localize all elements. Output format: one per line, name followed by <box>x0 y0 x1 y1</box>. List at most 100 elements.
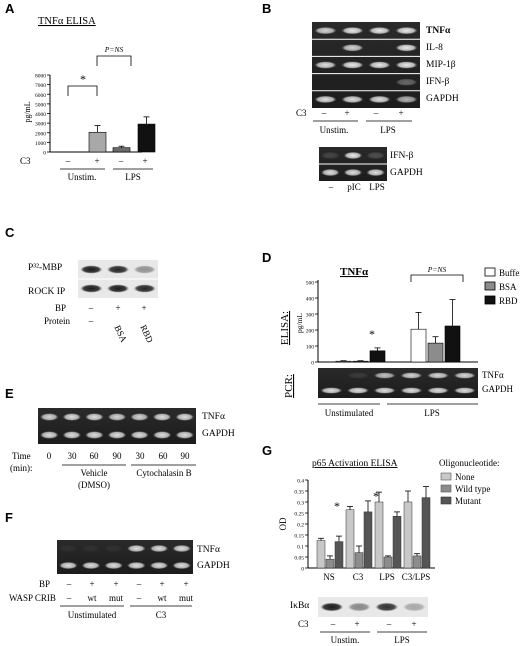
panel-c-bp-label: BP <box>55 303 66 313</box>
panel-g-group-label: LPS <box>394 635 410 645</box>
panel-c-gel-label: ROCK IP <box>28 287 65 297</box>
gel-band <box>400 387 423 394</box>
panel-e-group2: Cytochalasin B <box>136 468 191 478</box>
gel-band <box>341 95 364 104</box>
panel-b-gel-label: GAPDH <box>426 94 459 104</box>
panel-d: D TNFα ELISA: pg/mL 0 100 200 300 400 500 * P… <box>262 250 520 418</box>
gel-band <box>133 265 156 274</box>
gel-band <box>149 544 169 553</box>
gel-band <box>175 413 195 421</box>
y-tick-label: 0.4 <box>297 479 304 485</box>
panel-g-group-label: Unstim. <box>331 635 360 645</box>
gel-band <box>80 265 103 274</box>
panel-b-c3-mark: + <box>344 108 349 118</box>
gel-band <box>106 265 130 274</box>
panel-a-yaxis-ticks: 0 1000 2000 3000 4000 5000 6000 7000 8000 <box>35 74 50 157</box>
gel-band <box>426 387 450 394</box>
bp-mark: – <box>66 579 72 589</box>
gel-band <box>172 544 192 553</box>
panel-e-time: 60 <box>90 451 100 461</box>
bar <box>325 558 335 569</box>
panel-b-group-label: Unstim. <box>320 125 349 135</box>
gel-band <box>395 95 418 104</box>
bar <box>137 123 156 153</box>
panel-g-c3-mark: – <box>330 619 336 629</box>
panel-e-time: 90 <box>181 451 191 461</box>
legend-label: BSA <box>499 282 517 292</box>
gel-background <box>318 597 428 617</box>
panel-b-gel-label: MIP-1β <box>426 60 456 70</box>
gel-band <box>62 413 82 421</box>
panel-a-c3-label: C3 <box>20 156 31 166</box>
panel-a-ns: P=NS <box>104 45 124 54</box>
y-tick-label: 0.15 <box>294 534 304 540</box>
x-tick-label: C3 <box>353 572 364 582</box>
gel-band <box>175 431 195 439</box>
gel-background <box>318 368 478 398</box>
x-tick-label: NS <box>323 572 335 582</box>
bar <box>369 350 386 363</box>
gel-band <box>133 284 156 293</box>
gel-band <box>314 26 337 35</box>
y-tick-label: 6000 <box>35 93 46 99</box>
panel-e-letter: E <box>5 386 14 401</box>
panel-f-gel-label: GAPDH <box>197 561 230 571</box>
bar <box>444 325 461 363</box>
panel-b-gel2-lane: – <box>328 182 334 192</box>
panel-a-c3-mark: + <box>94 156 99 166</box>
legend-swatch-buffer <box>484 267 496 277</box>
y-tick-label: 3000 <box>35 122 46 128</box>
panel-c: C P³²-MBP ROCK IP BP – + + Protein – BSA… <box>5 225 158 345</box>
panel-f-bp-label: BP <box>39 579 50 589</box>
panel-a-star: * <box>80 72 86 86</box>
y-tick-label: 200 <box>306 329 315 335</box>
panel-f: F TNFα GAPDH BP WASP CRIB – + + – + + – wt mut – w… <box>5 510 230 620</box>
panel-b-gel2-label: IFN-β <box>390 151 413 161</box>
panel-f-group-label: C3 <box>156 610 167 620</box>
panel-e-time: 60 <box>159 451 169 461</box>
legend-swatch-bsa <box>484 281 496 291</box>
gel-band <box>341 61 364 69</box>
panel-b-gel-label: IFN-β <box>426 77 449 87</box>
panel-a-c3-mark: – <box>65 156 71 166</box>
y-tick-label: 0.25 <box>294 512 304 518</box>
gel-band <box>104 561 124 570</box>
gel-band <box>81 561 101 570</box>
gel-band <box>58 561 78 570</box>
legend-label: Buffer <box>499 268 520 278</box>
gel-band <box>107 431 127 439</box>
y-tick-label: 0 <box>43 151 46 157</box>
gel-band <box>39 413 59 421</box>
y-tick-label: 8000 <box>35 74 46 80</box>
panel-b-gel-label: IL-8 <box>426 43 443 53</box>
panel-e-time: 30 <box>68 451 78 461</box>
gel-background <box>57 540 193 574</box>
gel-band <box>346 372 370 379</box>
panel-g-title: p65 Activation ELISA <box>312 459 398 469</box>
panel-c-letter: C <box>5 225 15 240</box>
gel-band <box>126 561 146 570</box>
x-tick-label: LPS <box>379 572 395 582</box>
panel-b-c3-mark: – <box>373 108 379 118</box>
gel-band <box>320 168 340 177</box>
crib-mark: mut <box>109 593 124 603</box>
y-tick-label: 300 <box>306 313 315 319</box>
gel-band <box>375 602 399 612</box>
gel-band <box>172 561 192 570</box>
bar <box>352 360 369 363</box>
panel-d-star: * <box>369 327 375 341</box>
panel-f-gel <box>57 540 193 574</box>
panel-f-gel-label: TNFα <box>197 545 220 555</box>
bp-mark: + <box>113 579 118 589</box>
bar <box>427 342 444 363</box>
gel-band <box>58 544 78 553</box>
panel-a-c3-mark: – <box>118 156 124 166</box>
panel-e-time: 90 <box>113 451 123 461</box>
bar <box>383 556 393 569</box>
x-tick-label: C3/LPS <box>402 572 431 582</box>
crib-mark: – <box>136 593 142 603</box>
panel-e-gel <box>38 408 196 444</box>
panel-d-gel-label: TNFα <box>482 370 504 380</box>
gel-band <box>39 431 59 439</box>
panel-d-yaxis-ticks: 0 100 200 300 400 500 <box>306 281 318 367</box>
